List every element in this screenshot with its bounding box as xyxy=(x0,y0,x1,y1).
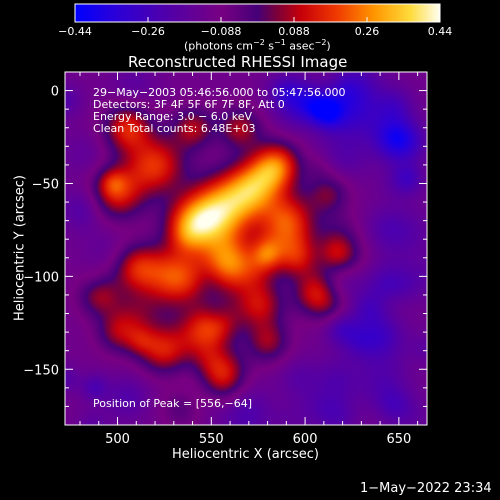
heatmap-image xyxy=(65,72,427,425)
colorbar-frame xyxy=(74,3,441,23)
y-tick-label: −50 xyxy=(32,177,59,192)
colorbar-border xyxy=(74,3,441,23)
colorbar-tick-label: 0.088 xyxy=(278,25,310,38)
y-tick-label: −100 xyxy=(23,270,59,285)
colorbar xyxy=(75,4,440,22)
colorbar-tick-label: 0.26 xyxy=(354,25,380,38)
clean-total-counts: Clean Total counts: 6.48E+03 xyxy=(93,122,256,135)
colorbar-tick-label: −0.26 xyxy=(131,25,165,38)
x-tick-label: 500 xyxy=(105,432,130,447)
colorbar-tick-label: −0.088 xyxy=(200,25,242,38)
energy-range: Energy Range: 3.0 − 6.0 keV xyxy=(93,110,253,123)
plot-frame xyxy=(64,71,428,426)
colorbar-tick-label: −0.44 xyxy=(58,25,92,38)
x-tick-label: 550 xyxy=(199,432,224,447)
x-tick-label: 600 xyxy=(293,432,318,447)
x-axis-label: Heliocentric X (arcsec) xyxy=(172,447,319,462)
peak-position: Position of Peak = [556,−64] xyxy=(93,397,253,410)
chart-title: Reconstructed RHESSI Image xyxy=(128,53,348,71)
x-tick-label: 650 xyxy=(386,432,411,447)
y-tick-label: −150 xyxy=(23,363,59,378)
colorbar-tick-label: 0.44 xyxy=(427,25,453,38)
detectors-info: Detectors: 3F 4F 5F 6F 7F 8F, Att 0 xyxy=(93,98,285,111)
render-timestamp: 1−May−2022 23:34 xyxy=(360,481,492,496)
colorbar-unit-label: (photons cm−2 s−1 asec−2) xyxy=(184,38,331,53)
y-tick-label: 0 xyxy=(51,85,59,100)
y-axis-label: Heliocentric Y (arcsec) xyxy=(12,175,28,321)
observation-time: 29−May−2003 05:46:56.000 to 05:47:56.000 xyxy=(93,86,346,99)
